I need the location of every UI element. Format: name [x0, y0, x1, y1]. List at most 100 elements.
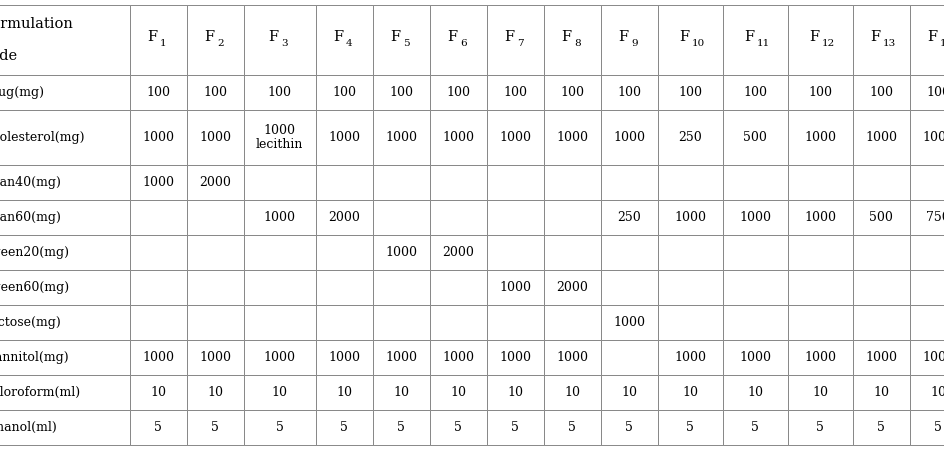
Bar — [187, 410, 244, 445]
Bar — [600, 110, 658, 165]
Text: 1000: 1000 — [263, 211, 295, 224]
Bar — [187, 110, 244, 165]
Bar — [544, 375, 600, 410]
Text: 5: 5 — [816, 421, 824, 434]
Bar — [129, 375, 187, 410]
Text: Formulation

code: Formulation code — [0, 17, 74, 63]
Bar — [722, 110, 787, 165]
Bar — [244, 110, 315, 165]
Bar — [315, 200, 373, 235]
Text: 2000: 2000 — [329, 211, 360, 224]
Text: 1000: 1000 — [385, 246, 417, 259]
Bar — [129, 75, 187, 110]
Text: 1000: 1000 — [865, 131, 897, 144]
Text: 1000: 1000 — [804, 131, 836, 144]
Bar — [187, 75, 244, 110]
Text: 1000: 1000 — [922, 131, 944, 144]
Bar — [430, 340, 486, 375]
Text: 100: 100 — [869, 86, 893, 99]
Bar — [544, 305, 600, 340]
Bar — [787, 200, 852, 235]
Bar — [129, 340, 187, 375]
Bar — [373, 305, 430, 340]
Bar — [430, 75, 486, 110]
Text: 10: 10 — [621, 386, 637, 399]
Text: Tween60(mg): Tween60(mg) — [0, 281, 70, 294]
Bar — [852, 340, 909, 375]
Text: 10: 10 — [272, 386, 288, 399]
Text: Span60(mg): Span60(mg) — [0, 211, 60, 224]
Text: 100: 100 — [617, 86, 641, 99]
Text: F: F — [390, 30, 400, 44]
Bar — [909, 165, 944, 200]
Text: 1000: 1000 — [499, 281, 531, 294]
Text: 1000: 1000 — [739, 211, 771, 224]
Bar — [129, 410, 187, 445]
Text: 1000: 1000 — [263, 351, 295, 364]
Bar — [430, 165, 486, 200]
Bar — [722, 165, 787, 200]
Bar — [852, 75, 909, 110]
Text: Span40(mg): Span40(mg) — [0, 176, 60, 189]
Bar — [315, 235, 373, 270]
Bar — [486, 75, 544, 110]
Text: 5: 5 — [751, 421, 759, 434]
Text: 5: 5 — [397, 421, 405, 434]
Text: 100: 100 — [267, 86, 292, 99]
Text: 5: 5 — [340, 421, 348, 434]
Bar — [373, 110, 430, 165]
Bar — [129, 165, 187, 200]
Text: 5: 5 — [403, 40, 410, 49]
Bar — [187, 5, 244, 75]
Bar — [600, 410, 658, 445]
Text: 500: 500 — [869, 211, 893, 224]
Bar — [658, 340, 722, 375]
Bar — [187, 375, 244, 410]
Text: 100: 100 — [503, 86, 527, 99]
Bar — [658, 270, 722, 305]
Text: 12: 12 — [822, 40, 835, 49]
Bar — [852, 235, 909, 270]
Text: 250: 250 — [678, 131, 702, 144]
Bar — [486, 165, 544, 200]
Text: 1000: 1000 — [328, 131, 360, 144]
Text: 10: 10 — [336, 386, 352, 399]
Text: 1000: 1000 — [142, 351, 174, 364]
Bar — [909, 375, 944, 410]
Bar — [909, 75, 944, 110]
Bar — [430, 200, 486, 235]
Text: Cholesterol(mg): Cholesterol(mg) — [0, 131, 85, 144]
Text: 1000: 1000 — [804, 351, 836, 364]
Text: F: F — [147, 30, 157, 44]
Text: 8: 8 — [574, 40, 581, 49]
Bar — [0, 340, 129, 375]
Bar — [722, 5, 787, 75]
Bar — [129, 270, 187, 305]
Text: 500: 500 — [743, 131, 767, 144]
Bar — [852, 375, 909, 410]
Bar — [129, 235, 187, 270]
Bar — [244, 375, 315, 410]
Bar — [0, 165, 129, 200]
Bar — [909, 410, 944, 445]
Text: 1: 1 — [160, 40, 167, 49]
Bar — [787, 235, 852, 270]
Text: 10: 10 — [747, 386, 763, 399]
Text: 100: 100 — [446, 86, 470, 99]
Text: 100: 100 — [678, 86, 702, 99]
Bar — [430, 110, 486, 165]
Bar — [486, 5, 544, 75]
Bar — [244, 165, 315, 200]
Text: 1000: 1000 — [674, 351, 706, 364]
Text: 1000: 1000 — [865, 351, 897, 364]
Bar — [0, 375, 129, 410]
Bar — [0, 235, 129, 270]
Bar — [852, 305, 909, 340]
Bar — [544, 235, 600, 270]
Text: 11: 11 — [757, 40, 770, 49]
Text: 1000
lecithin: 1000 lecithin — [256, 123, 303, 152]
Text: 14: 14 — [940, 40, 944, 49]
Text: Chloroform(ml): Chloroform(ml) — [0, 386, 80, 399]
Bar — [486, 270, 544, 305]
Bar — [373, 75, 430, 110]
